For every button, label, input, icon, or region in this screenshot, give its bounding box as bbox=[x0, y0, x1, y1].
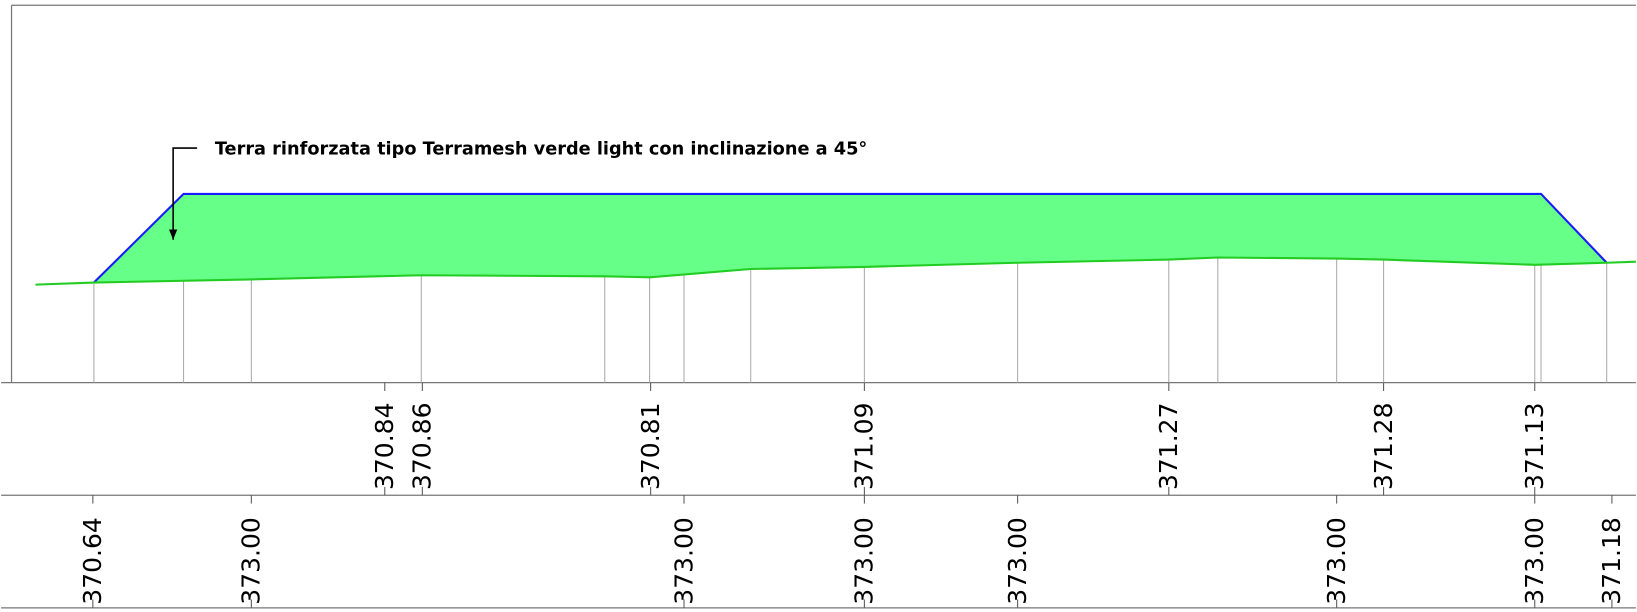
elevation-label: 371.28 bbox=[1369, 402, 1398, 490]
elevation-label: 373.00 bbox=[1322, 517, 1351, 605]
elevation-label: 371.27 bbox=[1154, 402, 1183, 490]
leader-line bbox=[168, 147, 198, 240]
elevation-label: 370.84 bbox=[370, 402, 399, 490]
elevation-label: 370.86 bbox=[408, 402, 437, 490]
elevation-label: 370.81 bbox=[636, 402, 665, 490]
elevation-label: 371.18 bbox=[1597, 517, 1626, 605]
reinforced-earth bbox=[93, 193, 1607, 283]
elevation-label: 371.09 bbox=[850, 402, 879, 490]
ground-line bbox=[35, 256, 1636, 286]
elevation-label: 373.00 bbox=[669, 517, 698, 605]
elevation-label: 373.00 bbox=[237, 517, 266, 605]
embankment-top bbox=[93, 192, 1608, 284]
annotation: Terra rinforzata tipo Terramesh verde li… bbox=[215, 139, 867, 159]
elevation-label: 370.64 bbox=[78, 517, 107, 605]
labels: 370.84 370.86 370.81 371.09 371.27 371.28 371.… bbox=[78, 382, 1626, 608]
elevation-label: 371.13 bbox=[1520, 402, 1549, 490]
frame bbox=[1, 4, 1636, 609]
elevation-label: 373.00 bbox=[1520, 517, 1549, 605]
elevation-label: 373.00 bbox=[850, 517, 879, 605]
elevation-label: 373.00 bbox=[1003, 517, 1032, 605]
